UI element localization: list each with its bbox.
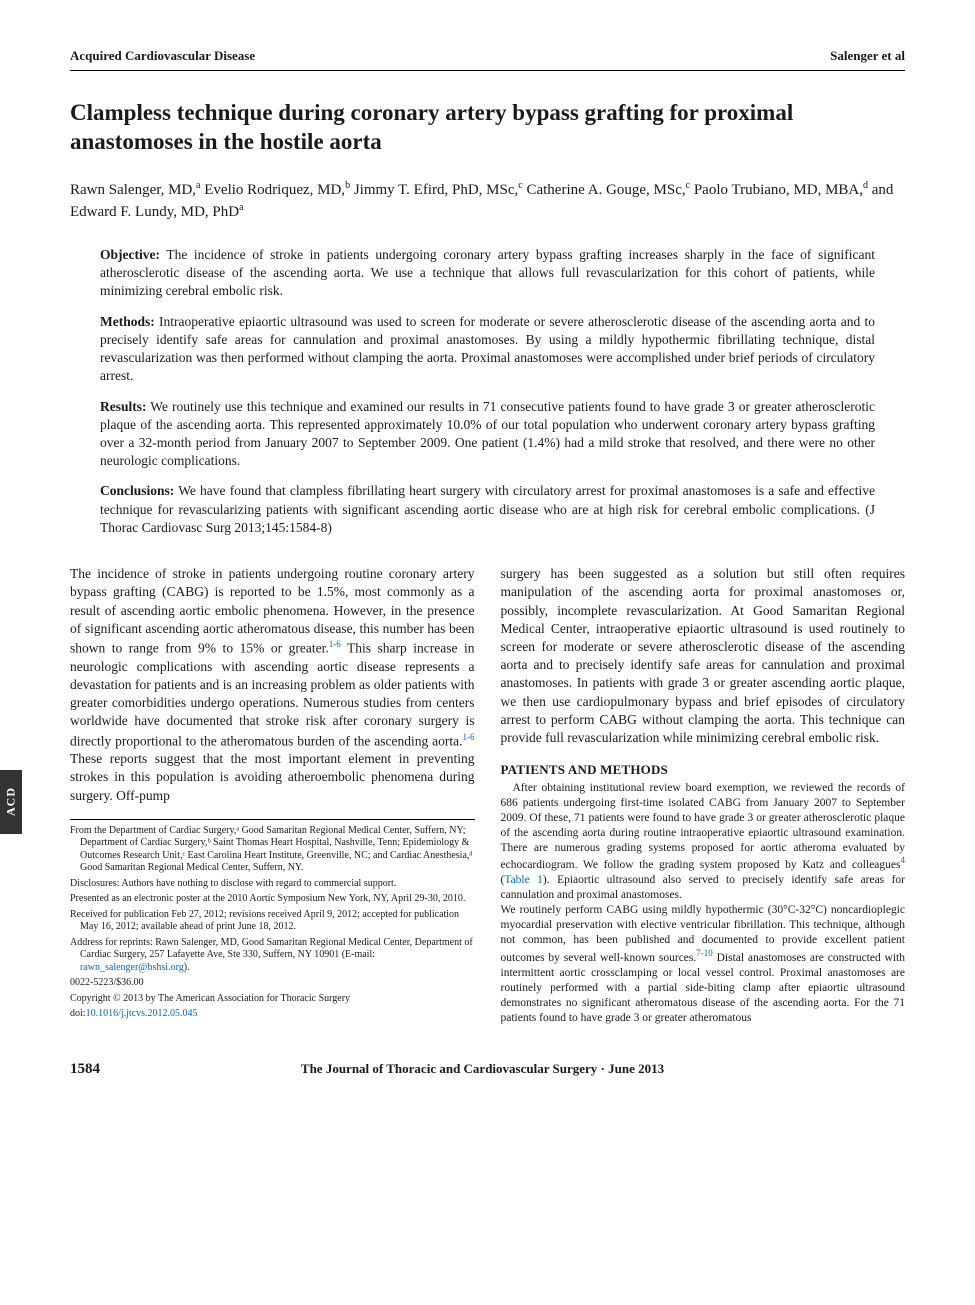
header-rule: [70, 70, 905, 71]
methods-paragraph: We routinely perform CABG using mildly h…: [501, 903, 906, 1025]
citation-ref[interactable]: 1-6: [329, 639, 341, 649]
doi-line: doi:10.1016/j.jtcvs.2012.05.045: [70, 1008, 475, 1021]
header-left: Acquired Cardiovascular Disease: [70, 48, 255, 64]
header-right: Salenger et al: [830, 48, 905, 64]
body-text: These reports suggest that the most impo…: [70, 751, 475, 802]
citation-ref[interactable]: 4: [901, 855, 906, 865]
footnotes-block: From the Department of Cardiac Surgery,ᵃ…: [70, 819, 475, 1021]
disclosures: Disclosures: Authors have nothing to dis…: [70, 878, 475, 891]
page-footer: 1584 The Journal of Thoracic and Cardiov…: [70, 1061, 905, 1078]
copyright-line: Copyright © 2013 by The American Associa…: [70, 993, 475, 1006]
section-heading-methods: PATIENTS AND METHODS: [501, 761, 906, 779]
abstract-objective: Objective: The incidence of stroke in pa…: [100, 246, 875, 301]
author-email-link[interactable]: rawn_salenger@bshsi.org: [80, 962, 184, 973]
presented-note: Presented as an electronic poster at the…: [70, 893, 475, 906]
abstract-text: The incidence of stroke in patients unde…: [100, 247, 875, 298]
abstract-label: Objective:: [100, 247, 160, 262]
abstract-label: Methods:: [100, 314, 155, 329]
abstract-methods: Methods: Intraoperative epiaortic ultras…: [100, 313, 875, 386]
issn-price: 0022-5223/$36.00: [70, 977, 475, 990]
abstract-text: Intraoperative epiaortic ultrasound was …: [100, 314, 875, 384]
abstract-results: Results: We routinely use this technique…: [100, 398, 875, 471]
intro-paragraph-cont: surgery has been suggested as a solution…: [501, 565, 906, 747]
body-text: This sharp increase in neurologic compli…: [70, 640, 475, 748]
doi-label: doi:: [70, 1008, 86, 1019]
doi-link[interactable]: 10.1016/j.jtcvs.2012.05.045: [86, 1008, 198, 1019]
intro-paragraph: The incidence of stroke in patients unde…: [70, 565, 475, 805]
reprints-address: Address for reprints: Rawn Salenger, MD,…: [70, 937, 475, 975]
abstract-label: Results:: [100, 399, 147, 414]
citation-ref[interactable]: 7-10: [696, 948, 713, 958]
abstract-block: Objective: The incidence of stroke in pa…: [100, 246, 875, 537]
citation-ref[interactable]: 1-6: [463, 732, 475, 742]
reprints-text: ).: [184, 962, 190, 973]
page-number: 1584: [70, 1061, 100, 1078]
running-header: Acquired Cardiovascular Disease Salenger…: [70, 48, 905, 64]
abstract-text: We have found that clampless fibrillatin…: [100, 483, 875, 534]
body-text: ). Epiaortic ultrasound also served to p…: [501, 874, 906, 901]
table-link[interactable]: Table 1: [504, 874, 543, 886]
body-columns: The incidence of stroke in patients unde…: [70, 565, 905, 1025]
journal-citation: The Journal of Thoracic and Cardiovascul…: [100, 1061, 865, 1077]
abstract-text: We routinely use this technique and exam…: [100, 399, 875, 469]
section-tab: ACD: [0, 770, 22, 834]
methods-paragraph: After obtaining institutional review boa…: [501, 781, 906, 903]
abstract-conclusions: Conclusions: We have found that clamples…: [100, 482, 875, 537]
affiliations: From the Department of Cardiac Surgery,ᵃ…: [70, 825, 475, 875]
body-text: After obtaining institutional review boa…: [501, 782, 906, 872]
article-title: Clampless technique during coronary arte…: [70, 99, 905, 157]
received-note: Received for publication Feb 27, 2012; r…: [70, 909, 475, 934]
author-list: Rawn Salenger, MD,a Evelio Rodriquez, MD…: [70, 179, 905, 225]
reprints-text: Address for reprints: Rawn Salenger, MD,…: [70, 937, 473, 961]
abstract-label: Conclusions:: [100, 483, 174, 498]
